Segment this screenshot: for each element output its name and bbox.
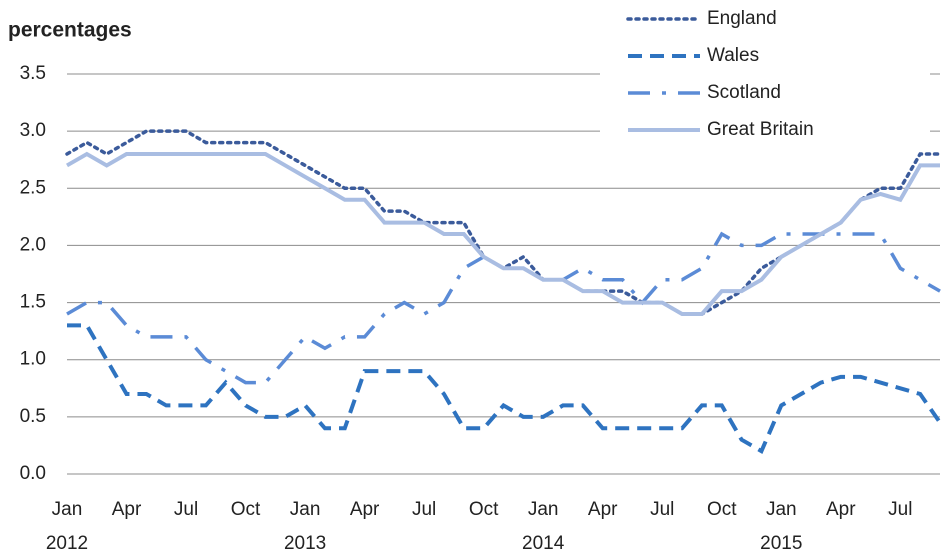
x-tick-label: Jul — [174, 499, 198, 520]
y-tick-label: 1.0 — [20, 349, 46, 370]
x-tick-label: Jan — [52, 499, 83, 520]
series-line — [65, 129, 941, 316]
x-tick-label: Jan — [766, 499, 797, 520]
legend-label: England — [707, 8, 777, 29]
x-tick-label: Jul — [412, 499, 436, 520]
x-tick-label: Oct — [231, 499, 261, 520]
y-tick-label: 2.5 — [20, 177, 46, 198]
y-tick-label: 2.0 — [20, 234, 46, 255]
x-tick-label: Jan — [290, 499, 321, 520]
series-line — [66, 151, 940, 316]
legend-background — [600, 0, 930, 150]
x-tick-label: Oct — [469, 499, 499, 520]
y-tick-label: 3.0 — [20, 120, 46, 141]
y-tick-label: 1.5 — [20, 292, 46, 313]
x-tick-label: Apr — [112, 499, 142, 520]
chart-title: percentages — [8, 19, 132, 42]
y-tick-label: 0.0 — [20, 463, 46, 484]
x-tick-label: Jul — [650, 499, 674, 520]
x-tick-label: Apr — [826, 499, 856, 520]
x-year-label: 2015 — [760, 533, 802, 553]
y-tick-label: 0.5 — [20, 406, 46, 427]
legend-label: Wales — [707, 45, 759, 66]
y-tick-label: 3.5 — [20, 63, 46, 84]
x-tick-label: Apr — [350, 499, 380, 520]
x-tick-label: Oct — [707, 499, 737, 520]
legend-label: Great Britain — [707, 119, 814, 140]
x-year-label: 2012 — [46, 533, 88, 553]
legend-label: Scotland — [707, 82, 781, 103]
x-tick-label: Jul — [888, 499, 912, 520]
x-tick-label: Jan — [528, 499, 559, 520]
series-line — [66, 231, 941, 385]
x-year-label: 2013 — [284, 533, 326, 553]
x-tick-label: Apr — [588, 499, 618, 520]
x-year-label: 2014 — [522, 533, 565, 553]
series-line — [67, 323, 941, 454]
